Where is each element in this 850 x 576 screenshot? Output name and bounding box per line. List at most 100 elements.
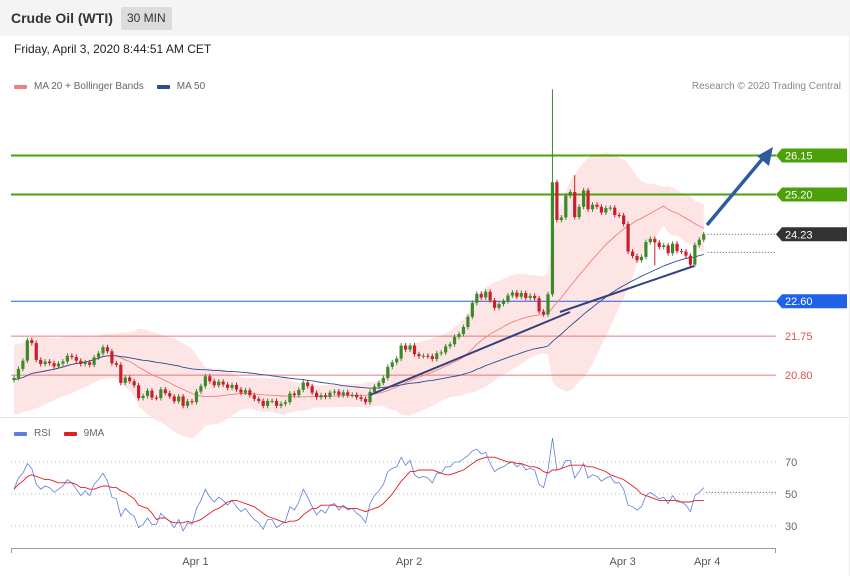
candle-body	[141, 395, 145, 399]
candle-body	[301, 382, 305, 390]
copyright-text: Research © 2020 Trading Central	[691, 81, 841, 92]
candle-body	[288, 393, 292, 403]
candle-body	[39, 359, 43, 364]
candle-body	[25, 340, 29, 361]
candle-body	[395, 358, 399, 363]
candle-body	[688, 255, 692, 265]
candle-body	[452, 336, 457, 345]
candle-body	[110, 351, 114, 364]
candle-body	[644, 242, 648, 257]
candle-body	[444, 346, 448, 353]
legend-rsi-swatch	[14, 431, 27, 436]
legend-ma50-swatch	[156, 84, 170, 89]
candle-body	[16, 368, 21, 378]
candle-body	[337, 391, 341, 396]
candle-body	[586, 190, 590, 210]
rsi-line	[13, 437, 705, 532]
candle-body	[355, 394, 359, 398]
candle-body	[604, 208, 608, 213]
candle-body	[70, 355, 74, 358]
candle-body	[555, 182, 559, 220]
candle-body	[671, 243, 675, 254]
legend-ma20-label: MA 20 + Bollinger Bands	[34, 81, 144, 92]
candle-body	[257, 398, 261, 401]
x-tick-label: Apr 2	[396, 556, 422, 568]
candle-body	[697, 239, 701, 245]
candle-body	[679, 251, 684, 253]
candle-body	[79, 360, 83, 364]
candle-body	[666, 245, 670, 254]
candle-body	[114, 363, 118, 365]
candle-body	[217, 381, 221, 386]
level-tag-26.15	[776, 148, 847, 163]
rsi-tick-30: 30	[785, 521, 797, 533]
candle-body	[684, 251, 688, 256]
candle-body	[261, 400, 265, 406]
candle-body	[21, 360, 25, 369]
rsi-9ma-line	[13, 456, 704, 524]
interval-badge[interactable]: 30 MIN	[121, 7, 172, 30]
candle-body	[626, 224, 630, 252]
candle-body	[528, 295, 532, 298]
candle-body	[274, 400, 279, 406]
candle-body	[693, 244, 697, 265]
candle-body	[599, 206, 603, 213]
level-tag-22.60	[776, 294, 847, 309]
candle-body	[65, 355, 69, 362]
candle-body	[399, 345, 403, 359]
legend-ma20-swatch	[14, 84, 27, 89]
ma20-line	[13, 205, 704, 398]
candle-body	[448, 344, 452, 347]
legend-ma20: MA 20 + Bollinger Bands	[14, 81, 144, 92]
candle-body	[412, 345, 417, 355]
candle-body	[559, 217, 563, 220]
candle-body	[363, 398, 368, 403]
ma50-line	[13, 253, 704, 389]
candle-body	[74, 357, 78, 361]
x-tick-label: Apr 3	[610, 556, 636, 568]
candle-body	[137, 385, 141, 399]
candle-body	[590, 204, 595, 210]
candle-body	[648, 238, 652, 243]
candle-body	[194, 391, 199, 403]
candle-body	[484, 291, 488, 298]
candle-body	[479, 293, 483, 298]
candle-body	[212, 381, 216, 386]
candle-body	[292, 393, 296, 396]
candle-body	[230, 384, 234, 388]
candle-body	[466, 316, 470, 328]
instrument-title: Crude Oil (WTI)	[11, 10, 113, 26]
candle-body	[417, 354, 421, 357]
candle-body	[266, 400, 270, 406]
candle-body	[159, 389, 163, 399]
candle-body	[573, 192, 577, 218]
candle-body	[550, 182, 555, 295]
candle-body	[101, 347, 105, 354]
rsi-legend: RSI 9MA	[14, 428, 117, 439]
legend-9ma-label: 9MA	[83, 428, 105, 439]
candle-body	[310, 386, 314, 393]
candle-body	[657, 242, 661, 248]
candle-body	[546, 294, 550, 315]
candle-body	[203, 376, 207, 387]
candle-body	[497, 304, 501, 308]
uptrend-line	[369, 311, 571, 396]
candle-body	[279, 403, 283, 406]
candle-body	[630, 251, 635, 257]
candle-body	[226, 384, 230, 388]
candle-body	[595, 204, 599, 207]
candle-body	[501, 301, 506, 305]
price-legend: MA 20 + Bollinger Bands MA 50	[14, 81, 218, 92]
candle-body	[568, 192, 572, 196]
candle-body	[48, 361, 52, 364]
candle-body	[297, 389, 301, 396]
level-label-22.60: 22.60	[785, 296, 813, 308]
candle-body	[613, 207, 617, 216]
header-bar: Crude Oil (WTI) 30 MIN	[0, 0, 850, 36]
candle-body	[421, 355, 425, 357]
candle-body	[372, 386, 377, 392]
candles-group	[12, 89, 706, 409]
candle-body	[488, 291, 492, 301]
candle-body	[221, 381, 225, 385]
candle-body	[537, 298, 541, 312]
